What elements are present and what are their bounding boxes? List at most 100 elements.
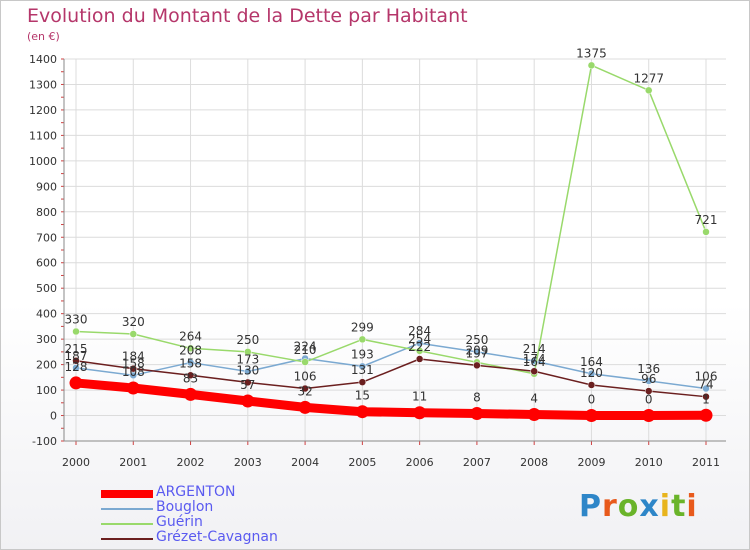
- series-point-0: [69, 376, 83, 390]
- data-label-0: 83: [183, 371, 198, 385]
- x-tick-label: 2009: [577, 456, 605, 469]
- legend-item: Grézet-Cavagnan: [101, 529, 361, 546]
- logo-letter: t: [671, 489, 687, 524]
- data-label-0: 57: [240, 378, 255, 392]
- data-label-2: 1375: [576, 46, 607, 60]
- legend-label: Grézet-Cavagnan: [156, 529, 278, 545]
- series-point-2: [244, 348, 252, 356]
- data-label-0: 0: [588, 393, 596, 407]
- chart-title: Evolution du Montant de la Dette par Hab…: [27, 5, 468, 27]
- series-point-2: [186, 344, 195, 353]
- data-label-3: 120: [580, 366, 603, 380]
- data-label-2: 254: [408, 332, 431, 346]
- data-label-2: 250: [236, 333, 259, 347]
- logo-letter: P: [579, 489, 602, 524]
- y-tick-label: 1400: [29, 53, 57, 66]
- series-point-0: [298, 400, 312, 414]
- series-point-1: [358, 362, 367, 371]
- data-label-3: 158: [179, 356, 202, 370]
- series-point-0: [642, 409, 656, 423]
- series-point-0: [699, 408, 713, 422]
- series-point-1: [186, 358, 195, 367]
- grid-lines: [64, 58, 726, 442]
- data-label-1: 136: [637, 362, 660, 376]
- data-label-3: 74: [698, 378, 713, 392]
- series-point-1: [244, 367, 252, 376]
- legend-item: Guérin: [101, 514, 361, 531]
- series-point-3: [301, 384, 309, 393]
- data-label-0: 8: [473, 390, 481, 404]
- series-point-3: [644, 387, 653, 395]
- series-point-0: [470, 406, 484, 420]
- series-point-0: [413, 406, 427, 420]
- x-tick-label: 2005: [348, 456, 376, 469]
- series-point-3: [358, 378, 367, 386]
- y-tick-label: 400: [36, 308, 57, 321]
- series-point-2: [129, 330, 138, 338]
- logo-letter: r: [602, 489, 618, 524]
- series-point-3: [72, 357, 80, 365]
- series-layer: [69, 61, 713, 423]
- legend-item: Bouglon: [101, 499, 361, 516]
- y-tick-label: 900: [36, 180, 57, 193]
- series-point-1: [473, 348, 481, 356]
- legend-swatch: [101, 489, 153, 498]
- data-label-2: 164: [523, 355, 546, 369]
- logo-letter: o: [617, 489, 640, 524]
- series-point-3: [186, 371, 195, 380]
- data-label-3: 96: [641, 372, 656, 386]
- series-point-3: [587, 381, 596, 389]
- series-line-2: [75, 64, 707, 375]
- y-tick-label: 600: [36, 257, 57, 270]
- data-label-0: 11: [412, 390, 427, 404]
- series-point-2: [587, 61, 596, 70]
- series-point-0: [241, 394, 255, 408]
- y-tick-label: 1000: [29, 155, 57, 168]
- data-label-3: 197: [465, 346, 488, 360]
- series-point-2: [72, 327, 80, 336]
- x-tick-label: 2002: [177, 456, 205, 469]
- y-tick-label: 100: [36, 384, 57, 397]
- data-label-1: 187: [65, 349, 88, 363]
- data-labels: 128 108 83 57 32 15 11 8 4 0 0 11871582081732241932…: [65, 46, 718, 406]
- data-label-3: 222: [408, 340, 431, 354]
- legend-label: ARGENTON: [156, 484, 236, 500]
- data-label-2: 721: [695, 213, 718, 227]
- data-label-2: 320: [122, 315, 145, 329]
- series-point-0: [584, 409, 598, 423]
- data-label-0: 0: [645, 393, 653, 407]
- data-label-0: 1: [702, 392, 710, 406]
- y-tick-label: 1300: [29, 78, 57, 91]
- data-label-1: 164: [580, 355, 603, 369]
- y-tick-label: 200: [36, 359, 57, 372]
- series-point-2: [415, 347, 424, 355]
- series-point-0: [184, 387, 198, 401]
- legend-label: Bouglon: [156, 499, 214, 515]
- legend-label: Guérin: [156, 514, 203, 530]
- series-point-3: [530, 367, 538, 375]
- data-label-3: 130: [236, 363, 259, 377]
- data-label-1: 208: [179, 344, 202, 358]
- y-tick-label: 700: [36, 231, 57, 244]
- data-label-3: 174: [523, 352, 546, 366]
- data-label-2: 299: [351, 320, 374, 334]
- data-label-1: 106: [695, 370, 718, 384]
- series-point-0: [355, 405, 369, 419]
- x-tick-label: 2004: [291, 456, 319, 469]
- data-label-2: 1277: [633, 71, 664, 85]
- legend: ARGENTON Bouglon Guérin Grézet-Cavagnan: [101, 484, 361, 546]
- y-tick-label: 1100: [29, 129, 57, 142]
- data-label-3: 184: [122, 350, 145, 364]
- logo-letter: i: [659, 489, 672, 524]
- legend-item: ARGENTON: [101, 484, 361, 501]
- x-tick-label: 2000: [62, 456, 90, 469]
- axes: -100010020030040050060070080090010001100…: [29, 53, 726, 469]
- series-point-1: [587, 370, 596, 378]
- proxiti-logo: Proxiti: [579, 489, 698, 524]
- series-line-3: [75, 358, 707, 398]
- series-point-0: [527, 408, 541, 422]
- logo-letter: x: [639, 489, 660, 524]
- x-tick-label: 2006: [406, 456, 434, 469]
